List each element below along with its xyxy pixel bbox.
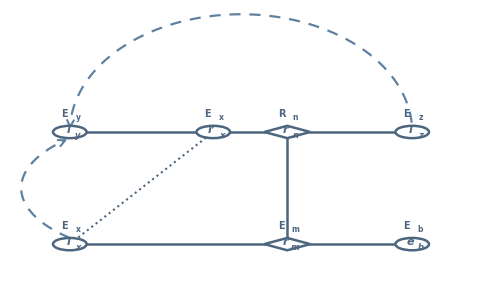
Text: m: m: [292, 225, 299, 234]
Ellipse shape: [197, 126, 230, 138]
Text: i: i: [67, 125, 70, 135]
Ellipse shape: [395, 126, 429, 138]
Text: x: x: [76, 243, 81, 252]
Text: n: n: [293, 113, 298, 121]
Text: z: z: [418, 113, 423, 121]
Text: i: i: [409, 125, 413, 135]
Text: E: E: [204, 109, 211, 119]
Text: y: y: [76, 113, 80, 121]
Text: i: i: [67, 237, 70, 247]
Text: y: y: [75, 131, 81, 140]
Ellipse shape: [53, 126, 87, 138]
Text: r: r: [283, 237, 289, 247]
Text: i’: i’: [208, 125, 216, 135]
Text: E: E: [61, 221, 67, 231]
Ellipse shape: [395, 238, 429, 250]
Text: r: r: [283, 125, 289, 135]
Ellipse shape: [53, 238, 87, 250]
Text: E: E: [279, 221, 285, 231]
Polygon shape: [264, 126, 310, 138]
Text: x: x: [76, 225, 80, 234]
Text: e: e: [407, 237, 415, 247]
Text: z: z: [418, 131, 423, 140]
Text: x: x: [219, 113, 224, 121]
Text: E: E: [403, 221, 410, 231]
Text: R: R: [278, 109, 285, 119]
Text: b: b: [417, 243, 424, 252]
Text: x: x: [219, 131, 224, 140]
Text: n: n: [293, 131, 299, 140]
Polygon shape: [264, 238, 310, 250]
Text: m: m: [291, 243, 300, 252]
Text: b: b: [418, 225, 423, 234]
Text: E: E: [403, 109, 410, 119]
Text: E: E: [61, 109, 67, 119]
